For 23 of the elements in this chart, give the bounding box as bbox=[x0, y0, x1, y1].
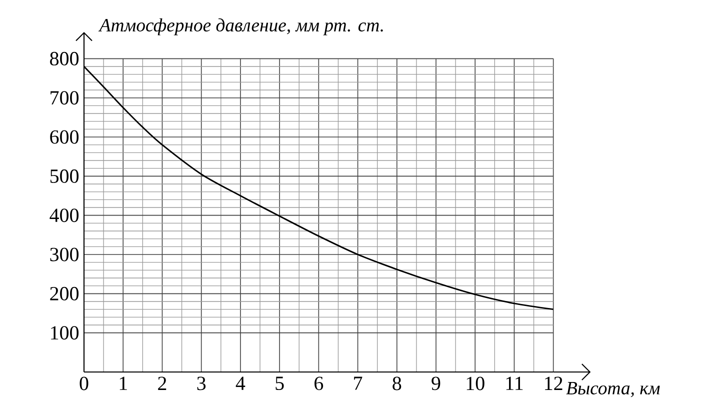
y-tick-label: 600 bbox=[50, 130, 79, 144]
y-tick-label: 400 bbox=[50, 208, 79, 222]
y-tick-label: 700 bbox=[50, 91, 79, 105]
x-axis-title: Высота, км bbox=[566, 382, 660, 398]
x-tick-label: 0 bbox=[80, 376, 88, 390]
y-tick-label: 200 bbox=[50, 286, 79, 300]
y-tick-label: 800 bbox=[50, 52, 79, 66]
y-axis-title: Атмосферное давление, мм рт. ст. bbox=[98, 18, 383, 36]
x-tick-label: 6 bbox=[314, 376, 324, 390]
y-tick-label: 100 bbox=[51, 326, 79, 340]
y-tick-label: 300 bbox=[50, 248, 79, 262]
x-tick-label: 11 bbox=[506, 376, 523, 390]
x-tick-label: 3 bbox=[197, 376, 206, 390]
x-tick-label: 7 bbox=[354, 376, 362, 390]
x-tick-label: 5 bbox=[276, 376, 284, 390]
x-tick-label: 8 bbox=[392, 376, 402, 390]
x-tick-label: 2 bbox=[158, 376, 166, 390]
y-tick-label: 500 bbox=[50, 169, 79, 183]
x-tick-label: 4 bbox=[236, 376, 246, 390]
x-tick-label: 12 bbox=[545, 376, 562, 390]
x-tick-label: 9 bbox=[432, 376, 440, 390]
x-tick-label: 1 bbox=[120, 376, 127, 390]
x-tick-label: 10 bbox=[466, 376, 484, 390]
